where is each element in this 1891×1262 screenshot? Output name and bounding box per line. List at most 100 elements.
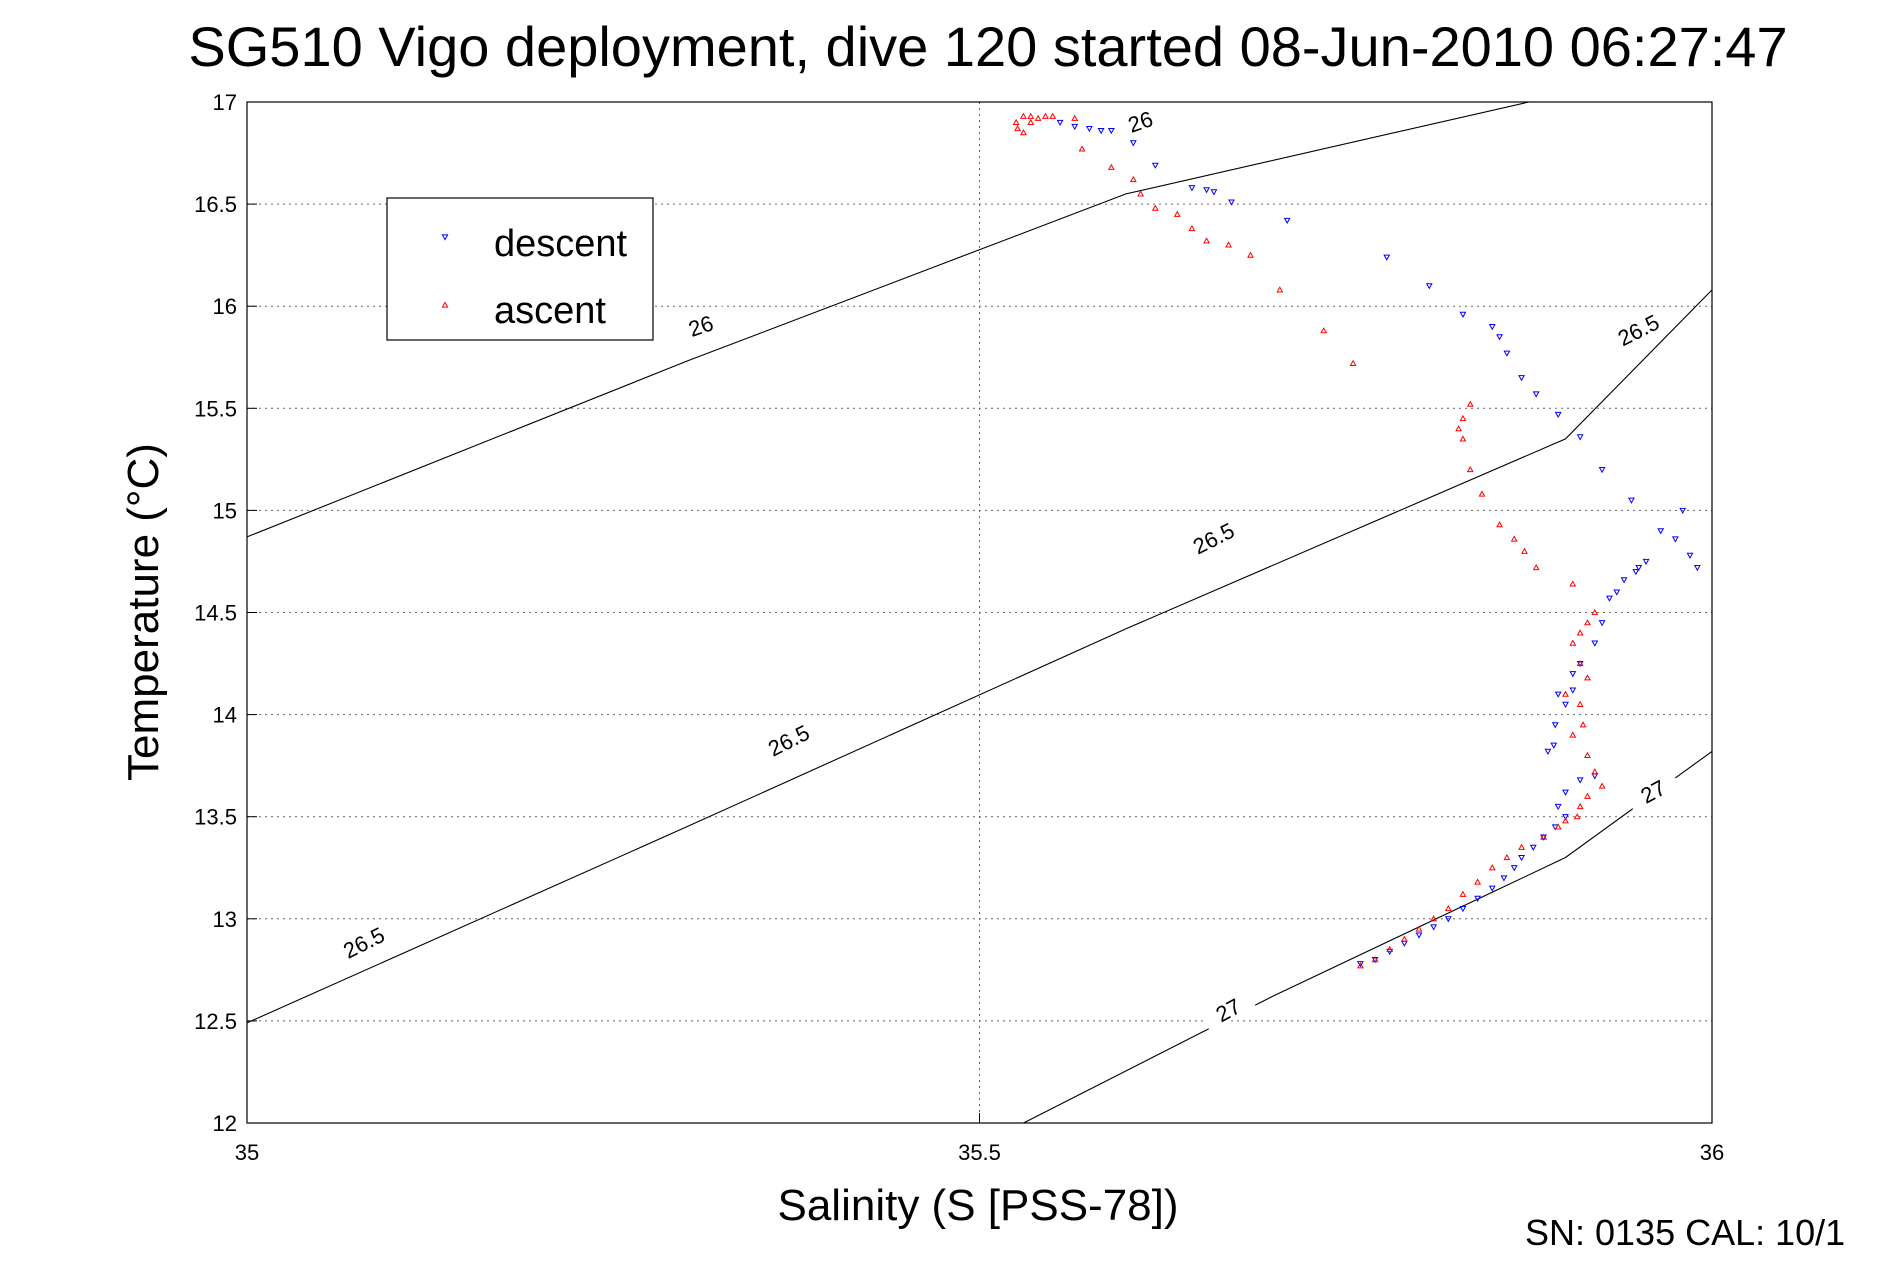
plot-frame bbox=[246, 101, 1713, 1124]
ascent-point bbox=[1562, 817, 1569, 824]
ascent-point bbox=[1320, 327, 1328, 334]
ascent-point bbox=[1014, 124, 1022, 132]
descent-point bbox=[1203, 187, 1211, 194]
y-tick-label: 12 bbox=[213, 1111, 237, 1136]
descent-point bbox=[1657, 528, 1665, 535]
ascent-point bbox=[1576, 700, 1584, 707]
descent-point bbox=[1632, 569, 1640, 576]
contour-label-mask bbox=[1199, 986, 1256, 1031]
descent-point bbox=[1544, 748, 1552, 755]
contour-label-mask bbox=[1184, 515, 1242, 559]
descent-point bbox=[1635, 564, 1643, 572]
descent-point bbox=[1415, 932, 1423, 939]
ascent-point bbox=[1478, 490, 1486, 497]
ascent-point bbox=[1474, 878, 1482, 885]
ascent-point bbox=[1078, 145, 1086, 152]
ascent-point bbox=[1444, 904, 1452, 912]
ascent-point bbox=[1034, 114, 1042, 121]
descent-point bbox=[1097, 128, 1105, 135]
ascent-point bbox=[1041, 112, 1049, 119]
y-tick-label: 17 bbox=[213, 90, 237, 115]
ascent-point bbox=[1569, 639, 1577, 646]
ascent-point bbox=[1276, 286, 1284, 293]
chart-title: SG510 Vigo deployment, dive 120 started … bbox=[188, 15, 1787, 78]
ascent-point bbox=[1203, 237, 1211, 244]
descent-point bbox=[1488, 324, 1496, 331]
ascent-point bbox=[1503, 853, 1511, 861]
descent-point bbox=[1606, 595, 1613, 602]
contour-label-mask bbox=[1609, 307, 1667, 351]
x-tick-label: 35.5 bbox=[958, 1140, 1001, 1165]
ascent-point bbox=[1151, 204, 1159, 211]
descent-point bbox=[1562, 701, 1569, 709]
descent-point bbox=[1642, 558, 1650, 566]
data-points bbox=[1012, 112, 1701, 969]
contour-label-mask bbox=[1624, 768, 1681, 813]
descent-point bbox=[1430, 924, 1438, 931]
descent-point bbox=[1283, 217, 1291, 225]
legend-label-ascent: ascent bbox=[494, 290, 606, 332]
ascent-point bbox=[1071, 114, 1079, 121]
ascent-point bbox=[1400, 935, 1408, 942]
descent-point bbox=[1488, 885, 1496, 892]
descent-point bbox=[1620, 577, 1628, 584]
y-tick-label: 13.5 bbox=[194, 805, 237, 830]
ascent-point bbox=[1466, 400, 1474, 407]
ascent-point bbox=[1049, 112, 1057, 119]
descent-point bbox=[1459, 906, 1467, 913]
ascent-point bbox=[1459, 414, 1467, 422]
ascent-point bbox=[1415, 925, 1423, 932]
ascent-point bbox=[1455, 425, 1463, 432]
descent-point bbox=[1686, 552, 1694, 559]
ascent-point bbox=[1584, 674, 1591, 681]
contour-label-mask bbox=[759, 717, 817, 761]
ascent-point bbox=[1107, 163, 1115, 170]
ascent-point bbox=[1569, 731, 1577, 738]
legend-box bbox=[386, 197, 654, 341]
y-tick-label: 15 bbox=[213, 498, 237, 523]
ascent-point bbox=[1188, 224, 1196, 232]
descent-point bbox=[1569, 687, 1577, 694]
ascent-point bbox=[1027, 112, 1035, 119]
contour-label-mask bbox=[335, 920, 392, 963]
contour-label-mask bbox=[1111, 101, 1169, 140]
descent-point bbox=[1554, 803, 1562, 811]
ascent-point bbox=[1225, 241, 1232, 248]
descent-point bbox=[1496, 334, 1504, 341]
descent-point bbox=[1425, 283, 1433, 290]
ascent-point bbox=[1562, 690, 1569, 697]
descent-point bbox=[1518, 854, 1525, 862]
descent-point bbox=[1598, 466, 1606, 474]
descent-point bbox=[1550, 742, 1558, 749]
descent-point bbox=[1627, 497, 1635, 504]
descent-point bbox=[1056, 119, 1064, 127]
descent-point bbox=[1383, 254, 1391, 261]
descent-point bbox=[1551, 722, 1559, 729]
ascent-point bbox=[1012, 118, 1020, 125]
descent-point bbox=[1529, 844, 1537, 851]
ascent-point bbox=[1020, 112, 1027, 119]
y-tick-label: 14.5 bbox=[194, 601, 237, 626]
contour-line-27 bbox=[1023, 750, 1713, 1124]
descent-point bbox=[1518, 375, 1525, 382]
descent-point bbox=[1129, 140, 1137, 147]
descent-point bbox=[1576, 434, 1584, 441]
ascent-point bbox=[1496, 521, 1504, 528]
ascent-point bbox=[1554, 823, 1562, 830]
ascent-point bbox=[1129, 175, 1137, 183]
descent-point bbox=[1400, 940, 1408, 947]
descent-point bbox=[1591, 640, 1599, 647]
ascent-point bbox=[1584, 792, 1591, 799]
ascent-point bbox=[1466, 465, 1474, 473]
descent-point bbox=[1228, 199, 1235, 206]
contour-line-26-5 bbox=[246, 289, 1713, 1024]
descent-point bbox=[1107, 128, 1115, 135]
ascent-point bbox=[1137, 190, 1145, 197]
y-tick-label: 12.5 bbox=[194, 1009, 237, 1034]
descent-point bbox=[1693, 564, 1701, 572]
ascent-point bbox=[1027, 118, 1035, 125]
descent-point bbox=[1554, 691, 1562, 698]
legend-marker-ascent bbox=[441, 301, 449, 308]
y-axis-label: Temperature (°C) bbox=[119, 443, 168, 781]
ascent-point bbox=[1459, 435, 1467, 442]
